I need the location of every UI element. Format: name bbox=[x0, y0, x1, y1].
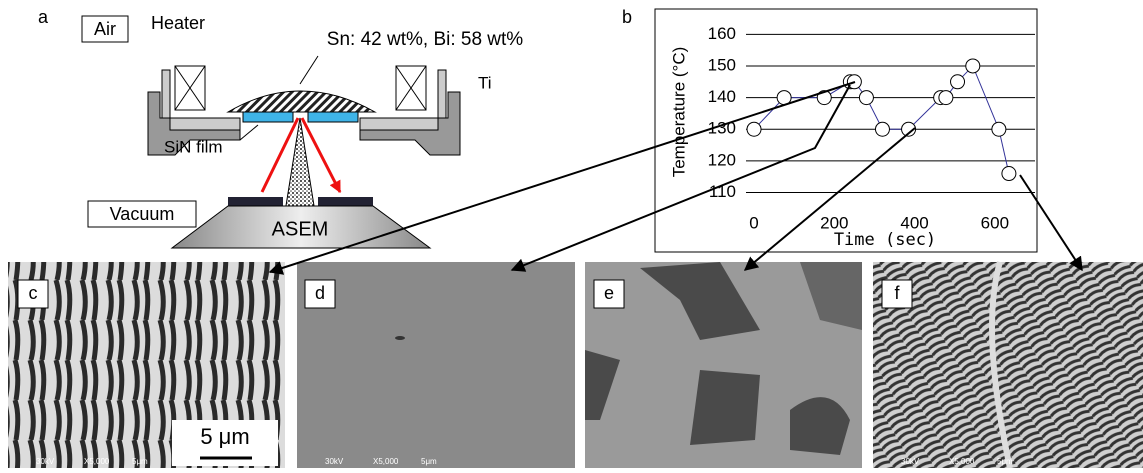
marker bbox=[992, 122, 1006, 136]
panel-label: d bbox=[315, 283, 325, 303]
y-tick-label: 160 bbox=[708, 24, 736, 43]
panel-label: a bbox=[38, 7, 49, 27]
marker bbox=[875, 122, 889, 136]
panel-label: e bbox=[604, 283, 614, 303]
solder-drop bbox=[228, 91, 375, 112]
asem-label: ASEM bbox=[272, 218, 329, 240]
panel-label: c bbox=[29, 283, 38, 303]
x-axis-label: Time (sec) bbox=[834, 230, 936, 250]
leader-line bbox=[240, 125, 258, 140]
y-tick-label: 150 bbox=[708, 55, 736, 74]
page: a Air Heater Sn: 42 wt%, Bi: 58 wt% Ti S… bbox=[0, 0, 1143, 473]
sem-info-text: X5,000 bbox=[373, 457, 399, 466]
ti-label: Ti bbox=[478, 73, 492, 92]
marker bbox=[1002, 167, 1016, 181]
detector bbox=[228, 197, 283, 206]
air-label: Air bbox=[94, 19, 116, 39]
sin-film bbox=[308, 112, 358, 122]
marker bbox=[966, 59, 980, 73]
heater-label: Heater bbox=[151, 13, 205, 33]
marker bbox=[951, 75, 965, 89]
detector bbox=[318, 197, 373, 206]
sin-film bbox=[243, 112, 293, 122]
scale-bar-label: 5 μm bbox=[200, 424, 249, 449]
sem-info-text: X5,000 bbox=[84, 457, 110, 466]
speck bbox=[395, 336, 405, 340]
sem-info-text: 5μm bbox=[132, 457, 148, 466]
leader-line bbox=[300, 56, 318, 84]
x-tick-label: 400 bbox=[900, 213, 928, 232]
schematic: a Air Heater Sn: 42 wt%, Bi: 58 wt% Ti S… bbox=[38, 7, 523, 248]
sem-info-text: 5μm bbox=[421, 457, 437, 466]
sem-info-text: 30kV bbox=[36, 457, 55, 466]
x-tick-label: 200 bbox=[820, 213, 848, 232]
panel-label: b bbox=[622, 7, 632, 27]
micrograph-d bbox=[297, 262, 575, 468]
marker bbox=[859, 91, 873, 105]
micrograph-f bbox=[873, 262, 1143, 468]
figure: a Air Heater Sn: 42 wt%, Bi: 58 wt% Ti S… bbox=[0, 0, 1143, 468]
sem-info-text: X5,000 bbox=[949, 457, 975, 466]
x-tick-label: 0 bbox=[749, 213, 758, 232]
vacuum-label: Vacuum bbox=[110, 204, 175, 224]
film-label: SiN film bbox=[164, 137, 223, 156]
y-tick-label: 140 bbox=[708, 87, 736, 106]
x-tick-label: 600 bbox=[981, 213, 1009, 232]
marker bbox=[939, 91, 953, 105]
y-tick-label: 120 bbox=[708, 150, 736, 169]
sem-info-text: 30kV bbox=[901, 457, 920, 466]
arrow bbox=[1020, 175, 1082, 270]
sem-info-text: 5μm bbox=[997, 457, 1013, 466]
sem-info-text: 30kV bbox=[325, 457, 344, 466]
marker bbox=[747, 122, 761, 136]
y-axis-label: Temperature (°C) bbox=[669, 47, 688, 178]
composition-label: Sn: 42 wt%, Bi: 58 wt% bbox=[327, 29, 524, 50]
